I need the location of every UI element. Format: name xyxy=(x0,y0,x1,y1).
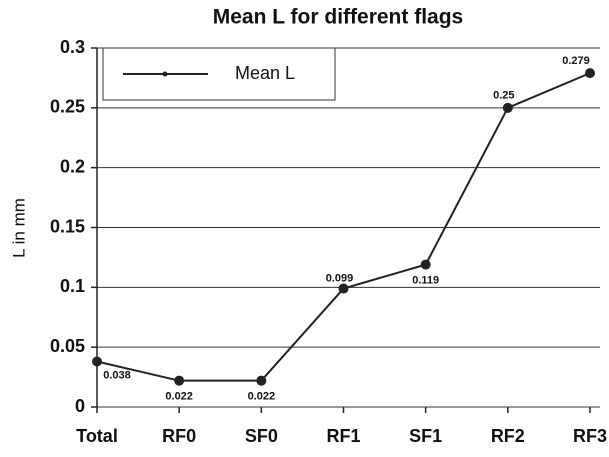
data-point xyxy=(420,259,431,270)
y-tick-label: 0 xyxy=(75,396,85,416)
x-tick-label: SF1 xyxy=(409,426,442,446)
data-point xyxy=(502,102,513,113)
y-tick-label: 0.3 xyxy=(60,37,85,57)
data-point xyxy=(92,356,102,367)
data-label: 0.022 xyxy=(248,391,276,403)
data-label: 0.279 xyxy=(562,55,590,67)
x-tick-label: RF1 xyxy=(326,426,360,446)
data-line xyxy=(96,72,591,382)
data-point xyxy=(585,68,595,79)
data-label: 0.119 xyxy=(412,275,439,287)
x-tick-label: Total xyxy=(76,426,118,446)
data-point xyxy=(338,283,349,294)
x-tick-label: RF3 xyxy=(573,426,607,446)
x-tick-label: SF0 xyxy=(245,426,278,446)
y-axis-label: L in mm xyxy=(9,198,28,258)
data-point xyxy=(256,375,267,386)
y-tick-label: 0.05 xyxy=(50,336,85,356)
data-label: 0.022 xyxy=(165,391,193,403)
y-tick-label: 0.2 xyxy=(60,156,85,176)
x-tick-label: RF2 xyxy=(491,426,525,446)
x-tick-label: RF0 xyxy=(162,426,196,446)
y-tick-label: 0.1 xyxy=(60,276,85,296)
y-tick-label: 0.15 xyxy=(50,216,85,236)
chart-title: Mean L for different flags xyxy=(213,6,463,29)
data-label: 0.25 xyxy=(493,90,514,102)
data-label: 0.038 xyxy=(103,369,131,381)
data-label: 0.099 xyxy=(326,272,354,284)
y-tick-label: 0.25 xyxy=(50,97,85,117)
legend-label: Mean L xyxy=(235,63,295,83)
legend-marker xyxy=(162,71,168,77)
data-point xyxy=(174,375,185,386)
